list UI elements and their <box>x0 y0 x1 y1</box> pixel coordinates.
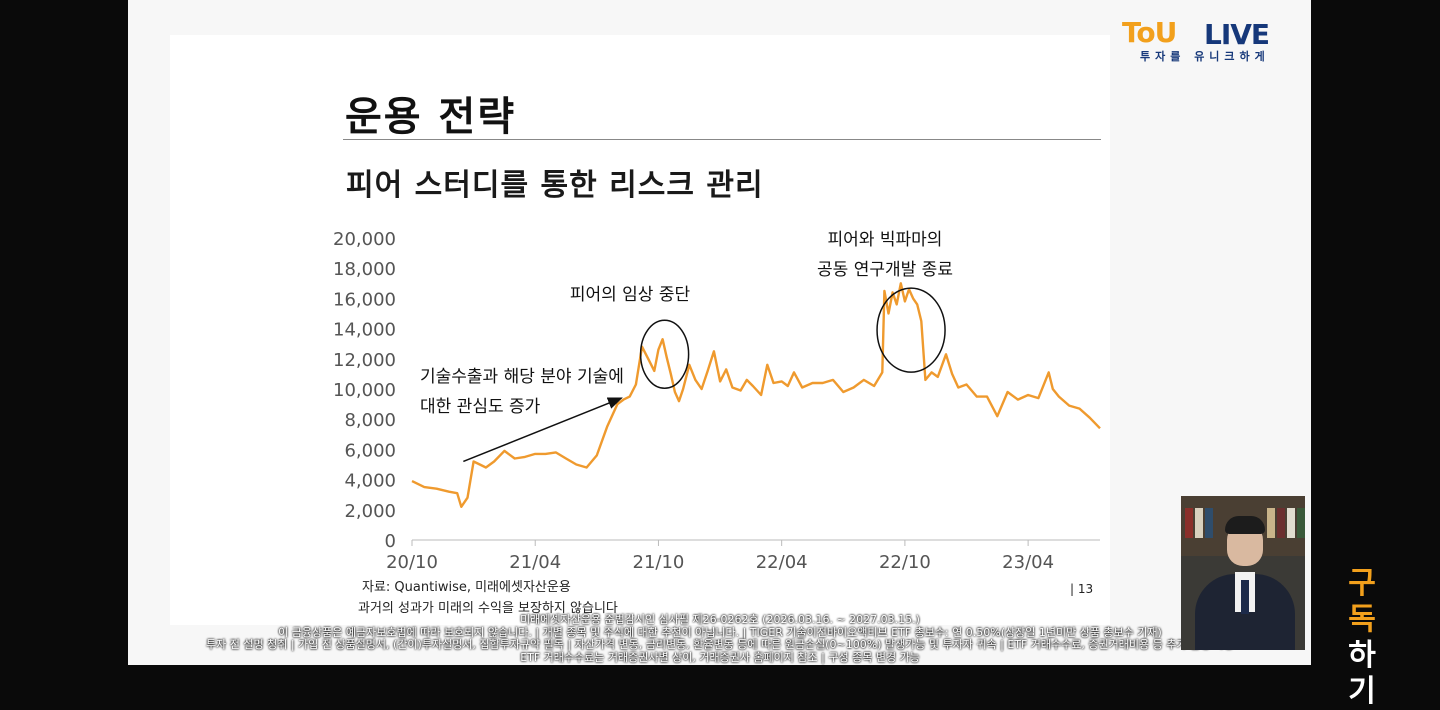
footer-line: 이 금융상품은 예금자보호법에 따라 보호되지 않습니다. | 개별 종목 및 … <box>278 625 1162 639</box>
annotation-arrow <box>463 397 623 463</box>
footer-line: ETF 거래수수료는 거래증권사별 상이, 거래증권사 홈페이지 참조 | 구성… <box>520 650 920 664</box>
slide-subtitle: 피어 스터디를 통한 리스크 관리 <box>346 168 764 203</box>
book <box>1205 508 1213 538</box>
page-number: | 13 <box>1070 582 1094 596</box>
book <box>1195 508 1203 538</box>
slide-content-area <box>170 35 1110 625</box>
presenter-hair <box>1225 516 1265 534</box>
footer-line: 미래에셋자산운용 준법감시인 심사필 제26-0262호 (2026.03.16… <box>520 613 920 626</box>
toulive-logo: ToU LIVE 투자를 유니크하게 <box>1120 12 1295 64</box>
footer-line: 투자 전 설명 청취 | 가입 전 상품설명서, (간이)투자설명서, 집합투자… <box>206 638 1234 651</box>
x-tick-label: 22/04 <box>756 552 808 573</box>
x-tick-label: 21/10 <box>633 552 685 573</box>
logo-mark: ToU <box>1122 16 1177 49</box>
book <box>1267 508 1275 538</box>
y-tick-label: 16,000 <box>333 289 396 310</box>
logo-live: LIVE <box>1204 18 1270 51</box>
subscribe-button[interactable]: 구독 하기 <box>1342 566 1382 710</box>
annotation-circle <box>876 287 946 373</box>
y-tick-label: 14,000 <box>333 320 396 341</box>
book <box>1277 508 1285 538</box>
x-tick-label: 22/10 <box>879 552 931 573</box>
y-tick-label: 12,000 <box>333 350 396 371</box>
presenter-tie <box>1241 580 1249 614</box>
price-line-chart: 0 2,000 4,000 6,000 8,000 10,000 12,000 14,000 1… <box>333 229 1101 573</box>
book <box>1287 508 1295 538</box>
annotation-circle <box>639 319 690 390</box>
annotation-label: 기술수출과 해당 분야 기술에 <box>420 367 624 387</box>
source-note: 자료: Quantiwise, 미래에셋자산운용 <box>362 580 571 595</box>
book <box>1185 508 1193 538</box>
legal-footer: 미래에셋자산운용 준법감시인 심사필 제26-0262호 (2026.03.16… <box>150 613 1290 664</box>
y-tick-label: 10,000 <box>333 380 396 401</box>
y-tick-label: 8,000 <box>344 410 396 431</box>
y-tick-label: 4,000 <box>344 471 396 492</box>
annotation-label: 대한 관심도 증가 <box>420 397 541 417</box>
subscribe-label-top: 구독 <box>1348 566 1376 637</box>
y-tick-label: 2,000 <box>344 501 396 522</box>
logo-tagline: 투자를 유니크하게 <box>1140 50 1270 63</box>
y-tick-label: 18,000 <box>333 259 396 280</box>
x-tick-label: 23/04 <box>1002 552 1054 573</box>
subscribe-label-bottom: 하기 <box>1348 638 1376 709</box>
x-tick-label: 21/04 <box>509 552 561 573</box>
annotation-label: 피어의 임상 중단 <box>570 285 691 305</box>
price-series-line <box>411 282 1101 508</box>
performance-disclaimer: 과거의 성과가 미래의 수익을 보장하지 않습니다 <box>358 601 618 616</box>
y-tick-label: 20,000 <box>333 229 396 250</box>
presenter-video <box>1181 496 1305 650</box>
y-tick-label: 6,000 <box>344 440 396 461</box>
title-divider <box>343 139 1101 140</box>
slide-title: 운용 전략 <box>345 94 517 140</box>
annotation-label: 공동 연구개발 종료 <box>817 260 953 280</box>
x-tick-label: 20/10 <box>386 552 438 573</box>
y-tick-label: 0 <box>385 531 396 552</box>
annotation-label: 피어와 빅파마의 <box>828 230 943 250</box>
book <box>1297 508 1305 538</box>
